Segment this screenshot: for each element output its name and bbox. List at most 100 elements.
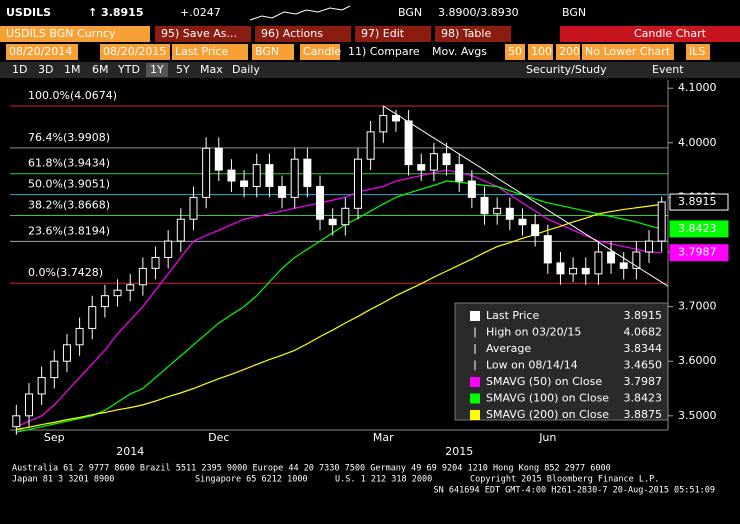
candle-body <box>12 415 21 428</box>
fib-label: 38.2%(3.8668) <box>28 199 110 212</box>
candle-body <box>88 306 97 329</box>
candle-body <box>493 207 502 215</box>
security-box[interactable] <box>0 26 150 42</box>
range-button[interactable]: 1M <box>64 63 81 76</box>
input-value[interactable]: 200 <box>559 45 580 58</box>
input-field[interactable] <box>582 44 674 60</box>
candle-body <box>265 164 274 187</box>
candle-body <box>607 251 616 264</box>
legend-label: High on 03/20/15 <box>486 326 581 339</box>
menu-button[interactable] <box>155 26 251 42</box>
candle-body <box>581 267 590 275</box>
input-field[interactable] <box>6 44 78 60</box>
input-field[interactable] <box>100 44 170 60</box>
candle-body <box>176 218 185 242</box>
event[interactable]: Event <box>652 63 684 76</box>
input-field[interactable] <box>556 44 580 60</box>
input-value[interactable]: No Lower Chart <box>585 45 671 58</box>
candle-body <box>429 153 438 171</box>
candle-body <box>290 158 299 198</box>
range-button[interactable]: YTD <box>117 63 140 76</box>
candle-body <box>556 262 565 275</box>
range-button[interactable]: 5Y <box>176 63 190 76</box>
source: BGN <box>562 6 586 19</box>
candle-body <box>353 158 362 209</box>
x-tick-label: Mar <box>373 431 394 444</box>
input-value[interactable]: Candle <box>303 45 341 58</box>
legend-label: Low on 08/14/14 <box>486 359 578 372</box>
menu-button[interactable] <box>255 26 351 42</box>
legend-value: 3.4650 <box>624 359 663 372</box>
range-button[interactable]: Max <box>200 63 223 76</box>
candle-body <box>505 207 514 220</box>
legend-label: SMAVG (50) on Close <box>486 375 602 388</box>
candle-body <box>240 180 249 187</box>
fib-label: 0.0%(3.7428) <box>28 266 103 279</box>
x-tick-label: Dec <box>208 431 229 444</box>
footer-line: SN 641694 EDT GMT-4:00 H261-2830-7 20-Au… <box>434 486 715 496</box>
menu-label[interactable]: 98) Table <box>441 27 491 40</box>
fib-label: 50.0%(3.9051) <box>28 178 110 191</box>
security[interactable]: USDILS BGN Curncy <box>6 27 116 40</box>
legend-value: 3.8423 <box>624 392 663 405</box>
candle-body <box>75 327 84 346</box>
moving-average <box>16 169 662 428</box>
range-button[interactable]: 1Y <box>150 63 164 76</box>
candle-body <box>227 169 236 182</box>
menu-button[interactable] <box>355 26 431 42</box>
value-tag-label: 3.8915 <box>678 195 717 208</box>
y-tick-label: 3.5000 <box>678 409 717 422</box>
input-value[interactable]: 50 <box>508 45 522 58</box>
candle-body <box>328 218 337 226</box>
candle-body <box>594 251 603 275</box>
candle-body <box>50 360 59 379</box>
value-tag <box>669 193 729 211</box>
candle-body <box>24 393 33 417</box>
menu-label[interactable]: 97) Edit <box>361 27 405 40</box>
legend-swatch <box>470 311 480 321</box>
value-tag-label: 3.8423 <box>678 222 717 235</box>
mov-avgs[interactable]: Mov. Avgs <box>432 45 487 58</box>
value-tag <box>669 220 729 238</box>
y-tick-label: 3.6000 <box>678 354 717 367</box>
fib-label: 76.4%(3.9908) <box>28 131 110 144</box>
candle-body <box>202 147 211 198</box>
compare[interactable]: 11) Compare <box>348 45 420 58</box>
input-value[interactable]: 100 <box>531 45 552 58</box>
range-button[interactable]: 1D <box>12 63 27 76</box>
input-field[interactable] <box>300 44 340 60</box>
legend-value: 3.7987 <box>624 375 663 388</box>
input-field[interactable] <box>172 44 248 60</box>
study[interactable]: Security/Study <box>526 63 607 76</box>
source: BGN <box>398 6 422 19</box>
trend-line <box>383 105 669 287</box>
input-field[interactable] <box>252 44 294 60</box>
period[interactable]: Daily <box>232 63 260 76</box>
moving-average <box>16 180 662 433</box>
menu-label[interactable]: 96) Actions <box>261 27 323 40</box>
range-selected[interactable] <box>146 63 168 77</box>
range-button[interactable]: 3D <box>38 63 53 76</box>
input-value[interactable]: Last Price <box>175 45 228 58</box>
range-button[interactable]: 6M <box>92 63 109 76</box>
input-value[interactable]: 08/20/2015 <box>103 45 166 58</box>
input-field[interactable] <box>528 44 553 60</box>
change: +.0247 <box>180 6 221 19</box>
input-field[interactable] <box>505 44 525 60</box>
menu-button[interactable] <box>435 26 511 42</box>
last-price: ↑ 3.8915 <box>88 6 144 19</box>
candle-body <box>619 262 628 269</box>
input-value[interactable]: ILS <box>689 45 705 58</box>
input-value[interactable]: 08/20/2014 <box>9 45 72 58</box>
input-field[interactable] <box>686 44 710 60</box>
fib-label: 100.0%(4.0674) <box>28 89 117 102</box>
menu-label[interactable]: 95) Save As... <box>161 27 237 40</box>
candle-body <box>100 295 109 308</box>
candle-body <box>543 235 552 264</box>
input-value[interactable]: BGN <box>255 45 279 58</box>
fib-label: 23.6%(3.8194) <box>28 224 110 237</box>
value-tag <box>669 244 729 262</box>
candle-body <box>379 114 388 133</box>
